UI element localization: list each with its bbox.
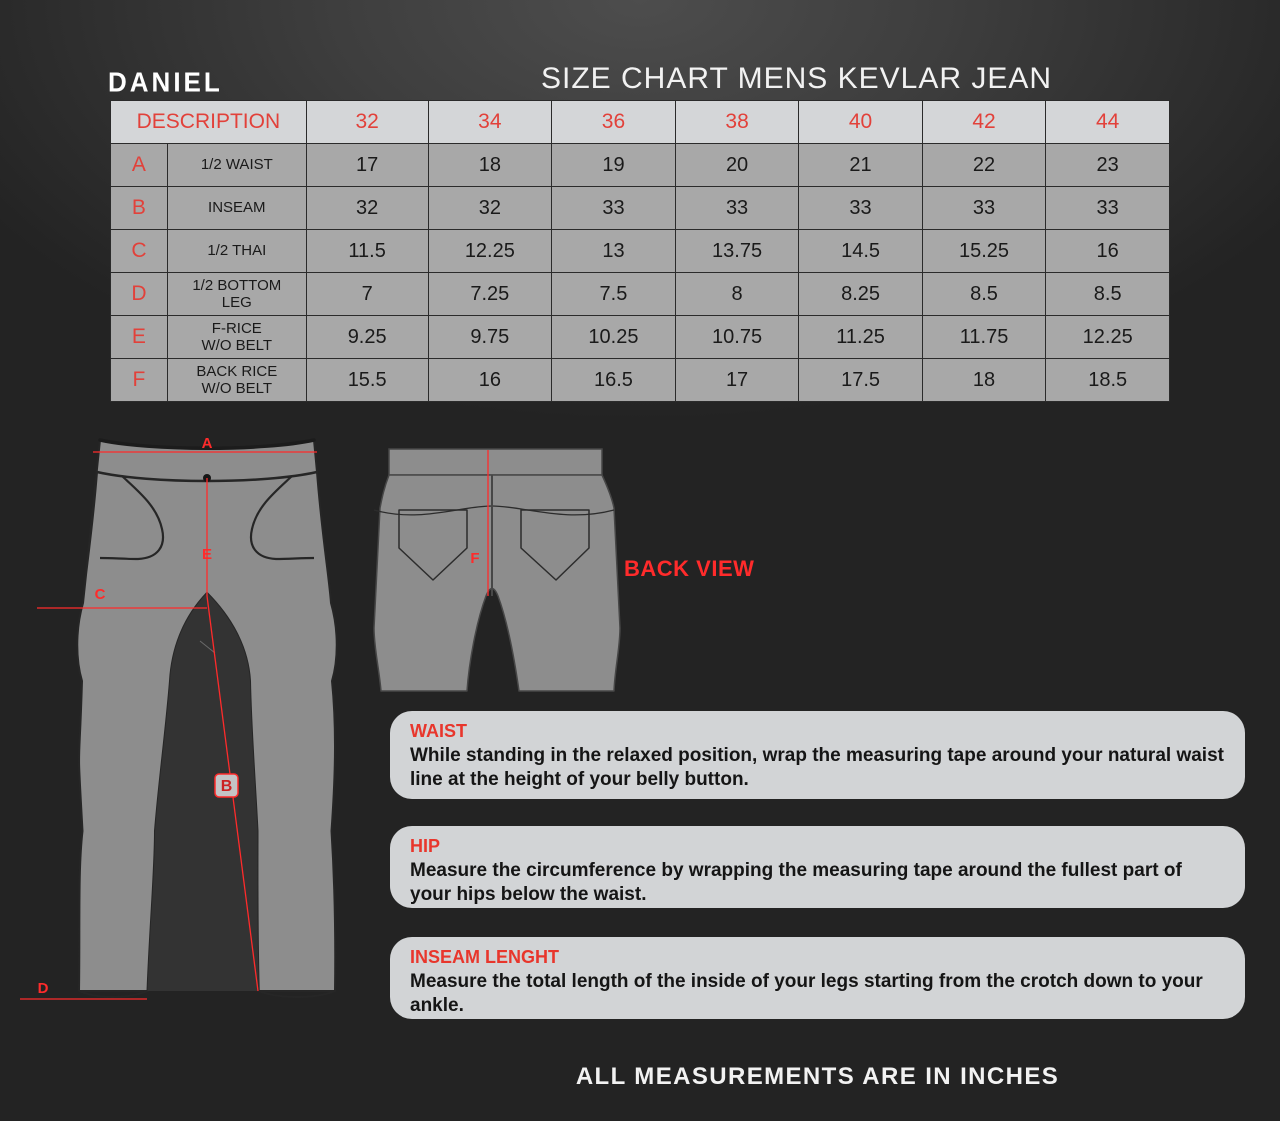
svg-text:BACK VIEW: BACK VIEW xyxy=(624,556,754,581)
svg-text:F: F xyxy=(470,550,479,567)
